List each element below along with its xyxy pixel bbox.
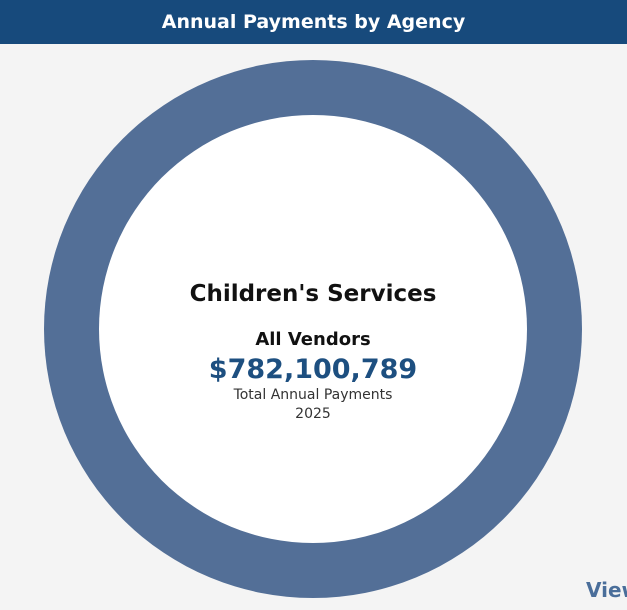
agency-name: Children's Services [189,281,437,307]
view-link[interactable]: View [586,578,627,602]
page-title: Annual Payments by Agency [161,11,466,33]
vendor-name: All Vendors [255,329,371,350]
fiscal-year: 2025 [295,406,331,422]
donut-hole [99,115,527,543]
donut-center: Children's Services All Vendors $782,100… [100,115,526,541]
page-header: Annual Payments by Agency [0,0,627,44]
amount-caption: Total Annual Payments [233,387,393,403]
total-amount: $782,100,789 [208,354,418,385]
